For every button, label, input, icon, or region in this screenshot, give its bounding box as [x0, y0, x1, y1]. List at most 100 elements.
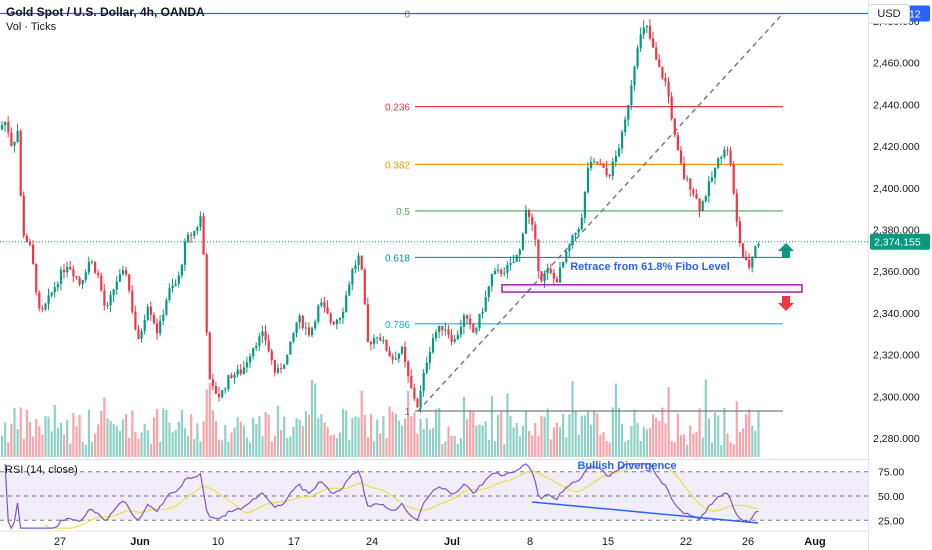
volume-bar — [298, 419, 301, 457]
volume-bar — [621, 423, 624, 457]
volume-bar — [44, 415, 47, 457]
candle — [627, 105, 630, 120]
candle — [249, 356, 252, 363]
candle — [84, 272, 87, 280]
volume-bar — [97, 424, 100, 457]
candle — [171, 285, 174, 289]
candle — [559, 267, 562, 283]
fib-level-label-1: 1 — [404, 407, 410, 418]
volume-bar — [363, 415, 366, 457]
volume-bar — [25, 409, 28, 457]
candle — [407, 361, 410, 377]
candle — [25, 235, 28, 243]
volume-bar — [149, 443, 152, 457]
volume-bar — [112, 423, 115, 457]
volume-bar — [614, 383, 617, 457]
volume-bar — [444, 441, 447, 457]
volume-bar — [245, 437, 249, 457]
volume-bar — [180, 409, 183, 457]
rsi-tick-label: 25.00 — [878, 515, 904, 527]
candle — [509, 262, 512, 265]
candle — [357, 255, 360, 266]
candle — [32, 244, 35, 264]
fib-level-label-0.5: 0.5 — [396, 207, 410, 218]
pane-separator[interactable] — [0, 459, 868, 460]
volume-bar — [546, 408, 549, 457]
volume-bar — [413, 412, 416, 457]
candle — [404, 346, 407, 362]
divergence-annotation: Bullish Divergence — [577, 460, 676, 472]
volume-bar — [140, 432, 143, 457]
candle — [608, 175, 611, 177]
time-tick-label: 10 — [212, 536, 224, 548]
candle — [326, 307, 329, 314]
volume-bar — [639, 441, 642, 457]
candle — [574, 232, 577, 236]
volume-bar — [410, 416, 413, 457]
rsi-line — [4, 463, 759, 530]
volume-bar — [286, 438, 289, 457]
candle — [369, 341, 373, 345]
volume-bar — [648, 427, 652, 457]
candle — [605, 167, 608, 176]
candle — [497, 269, 500, 271]
candle — [701, 201, 704, 212]
candle — [10, 132, 13, 146]
candle — [385, 340, 388, 351]
volume-bar — [50, 431, 53, 457]
volume-bar — [292, 426, 295, 457]
rsi-indicator-label[interactable]: RSI (14, close) — [5, 464, 78, 476]
volume-bar — [543, 416, 546, 457]
volume-bar — [128, 438, 131, 457]
candle — [146, 306, 149, 320]
volume-bar — [692, 433, 695, 457]
candle — [90, 261, 94, 263]
volume-bar — [224, 424, 227, 457]
volume-bar — [211, 410, 214, 457]
candle — [317, 305, 320, 322]
candle — [577, 228, 580, 233]
volume-indicator-label[interactable]: Vol · Ticks — [6, 21, 57, 33]
candle — [441, 325, 444, 331]
volume-bar — [500, 411, 503, 457]
candle — [732, 164, 735, 194]
candle — [413, 387, 416, 399]
candle — [549, 268, 552, 273]
candle — [710, 177, 714, 182]
candle — [431, 338, 435, 353]
candle — [94, 261, 97, 273]
candle — [128, 274, 131, 291]
candle — [642, 27, 645, 35]
price-axis-separator — [868, 0, 869, 550]
volume-bar — [162, 408, 165, 457]
candle — [202, 216, 205, 255]
up-arrow-icon — [778, 243, 794, 258]
candle — [648, 25, 652, 39]
candle — [41, 308, 44, 310]
volume-bar — [171, 432, 174, 457]
candle — [177, 275, 180, 284]
candle — [658, 59, 661, 68]
candle — [320, 302, 323, 306]
volume-bar — [314, 383, 317, 457]
candle — [16, 130, 19, 142]
candle — [56, 283, 59, 288]
volume-bar — [624, 442, 627, 457]
volume-bar — [605, 440, 608, 457]
candle — [233, 374, 236, 378]
volume-bar — [751, 425, 754, 457]
currency-button[interactable]: USD — [868, 4, 910, 24]
price-axis-bg — [869, 0, 932, 550]
retrace-zone-box[interactable] — [501, 284, 803, 293]
candle — [717, 158, 720, 168]
price-tick-label: 2,400.000 — [873, 183, 920, 195]
candle — [754, 246, 757, 259]
volume-bar — [428, 429, 431, 457]
candle — [239, 369, 242, 374]
candle — [35, 263, 38, 293]
divergence-line[interactable] — [531, 501, 759, 524]
volume-bar — [280, 429, 283, 457]
volume-bar — [121, 419, 125, 457]
